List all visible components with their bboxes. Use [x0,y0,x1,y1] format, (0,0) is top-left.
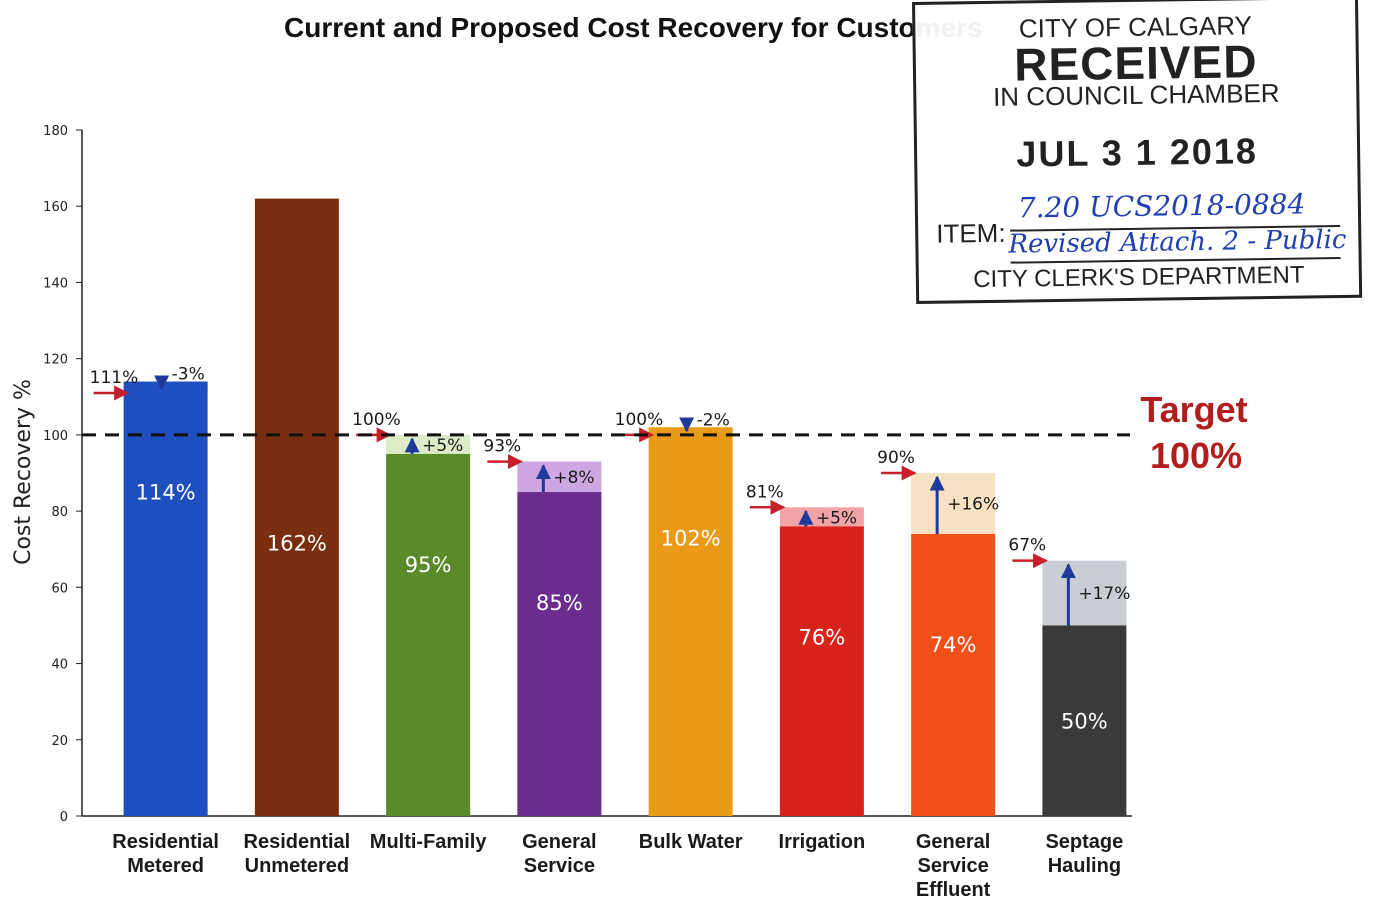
proposed-value-label: 111% [90,368,139,388]
y-tick-label: 80 [51,505,68,520]
chart-title: Current and Proposed Cost Recovery for C… [284,12,983,43]
bar [648,427,733,816]
y-tick-label: 180 [43,124,68,139]
bars-group [123,198,1127,817]
bar-value-label: 114% [136,481,196,505]
y-tick-label: 40 [51,658,68,673]
target-label-line1: Target [1140,389,1247,430]
bar-value-label: 74% [930,633,977,657]
change-label: -2% [697,410,730,430]
bar-value-label: 162% [267,532,327,556]
bar-value-label: 95% [405,553,452,577]
category-label: Bulk Water [639,831,743,853]
stamp-chamber: IN COUNCIL CHAMBER [992,77,1280,112]
proposed-value-label: 100% [615,410,664,430]
axes: 020406080100120140160180ResidentialMeter… [43,124,1132,898]
bar [911,533,996,816]
change-label: -3% [172,365,205,385]
change-label: +5% [816,508,857,528]
bar-value-label: 102% [661,526,721,550]
category-label: Septage [1045,831,1123,853]
category-label: Residential [112,831,219,853]
bar [1042,625,1127,816]
category-label: Hauling [1048,855,1121,877]
proposed-value-label: 90% [877,448,915,468]
proposed-value-label: 100% [352,410,401,430]
bar [386,453,471,816]
change-label: +8% [553,468,594,488]
category-label: Effluent [916,879,991,898]
bar-value-label: 85% [536,591,583,615]
bar [123,381,208,816]
change-segment [517,461,602,493]
bar [517,492,602,816]
category-label: Metered [127,855,204,877]
change-label: +17% [1078,584,1130,604]
proposed-value-label: 81% [746,482,784,502]
y-tick-label: 140 [43,276,68,291]
category-label: Residential [244,831,351,853]
bar-value-label: 50% [1061,710,1108,734]
change-segment [911,473,996,534]
proposed-value-label: 93% [483,437,521,457]
change-label: +16% [947,494,999,514]
bar-value-label: 76% [799,625,846,649]
category-label: Multi-Family [370,831,488,853]
category-label: Unmetered [245,855,349,877]
change-segment [1042,560,1127,626]
y-tick-label: 20 [51,734,68,749]
stamp-department: CITY CLERK'S DEPARTMENT [973,261,1305,294]
stamp-date: JUL 3 1 2018 [1016,130,1259,175]
category-label: Service [524,855,595,877]
y-axis-label: Cost Recovery % [11,379,36,565]
stamp-item-handwritten-2: Revised Attach. 2 - Public [1008,224,1347,260]
change-label: +5% [422,436,463,456]
y-tick-label: 160 [43,200,68,215]
target-label-line2: 100% [1150,435,1242,476]
proposed-value-label: 67% [1008,536,1046,556]
bar [779,526,864,816]
y-tick-label: 100 [43,429,68,444]
category-label: General [916,831,990,853]
annotation-group: 114% 111% -3% 162% 95% 100% +5% 85% 93% +8% 102% 10… [82,365,1130,734]
stamp-item-label: ITEM: [936,217,1006,249]
y-tick-label: 120 [43,353,68,368]
category-label: Irrigation [779,831,866,853]
y-tick-label: 60 [51,581,68,596]
category-label: Service [918,855,989,877]
stamp-item-handwritten: 7.20 UCS2018-0884 [1017,187,1306,225]
y-tick-label: 0 [60,810,68,825]
category-label: General [522,831,596,853]
received-stamp: CITY OF CALGARY RECEIVED IN COUNCIL CHAM… [912,0,1363,304]
bar [254,198,339,817]
